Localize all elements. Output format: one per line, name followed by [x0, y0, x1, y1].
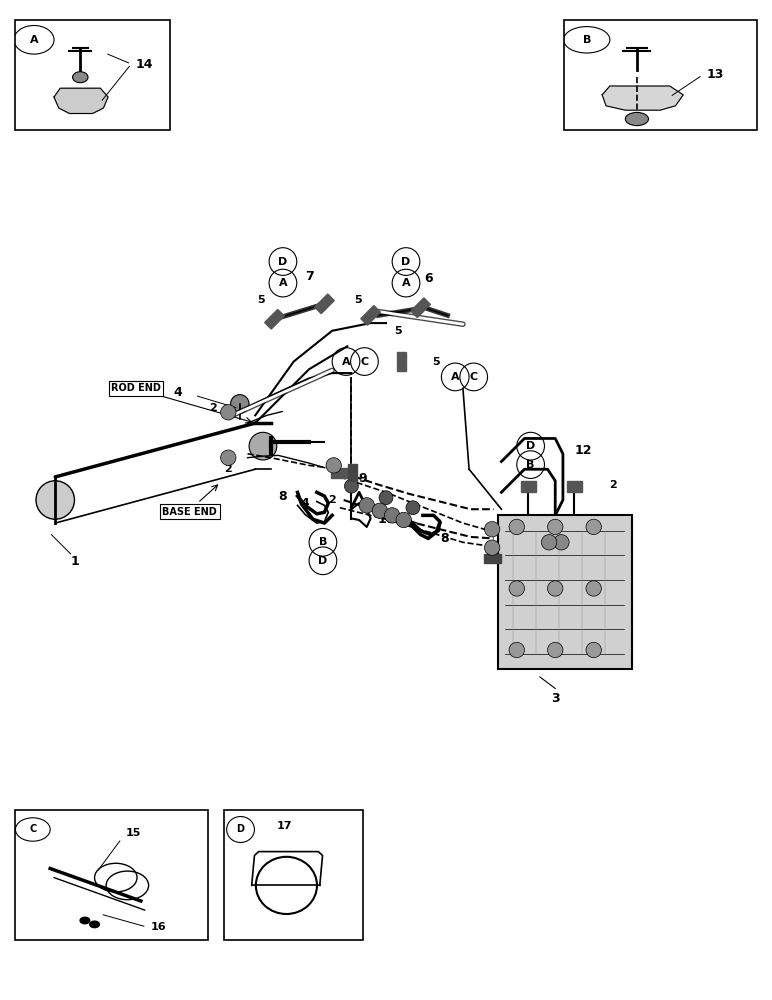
Text: D: D — [318, 556, 327, 566]
Text: B: B — [319, 537, 327, 547]
Text: 2: 2 — [543, 580, 551, 590]
Circle shape — [372, 503, 388, 518]
Text: 6: 6 — [424, 272, 432, 285]
Text: A: A — [279, 278, 287, 288]
Text: 1: 1 — [70, 555, 80, 568]
Circle shape — [36, 481, 74, 519]
Text: 2: 2 — [209, 403, 217, 413]
Circle shape — [379, 491, 393, 505]
Bar — [567, 481, 582, 492]
Text: 4: 4 — [174, 386, 182, 399]
Circle shape — [90, 921, 100, 928]
Circle shape — [221, 450, 236, 465]
Circle shape — [509, 642, 524, 658]
Bar — [315, 294, 334, 314]
Text: 17: 17 — [276, 821, 292, 831]
Text: A: A — [29, 35, 39, 45]
Text: A: A — [401, 278, 410, 288]
Circle shape — [80, 917, 90, 924]
Bar — [347, 464, 357, 481]
Circle shape — [221, 405, 236, 420]
Polygon shape — [602, 86, 683, 110]
Text: 2: 2 — [328, 495, 336, 505]
Text: D: D — [401, 257, 411, 267]
Text: 16: 16 — [151, 922, 166, 932]
Text: 4: 4 — [301, 497, 310, 510]
Text: BASE END: BASE END — [162, 507, 217, 517]
Text: 8: 8 — [440, 532, 449, 545]
Circle shape — [406, 501, 420, 515]
Text: 13: 13 — [706, 68, 724, 82]
Text: 8: 8 — [278, 490, 286, 503]
Circle shape — [384, 508, 400, 523]
Circle shape — [541, 535, 557, 550]
Bar — [497, 515, 632, 669]
Text: D: D — [526, 441, 535, 451]
Circle shape — [547, 519, 563, 535]
Circle shape — [547, 642, 563, 658]
Text: C: C — [361, 357, 368, 367]
Circle shape — [73, 72, 88, 83]
Text: A: A — [342, 357, 350, 367]
Text: 7: 7 — [305, 270, 313, 283]
Text: 2: 2 — [520, 533, 528, 543]
Circle shape — [586, 642, 601, 658]
Circle shape — [249, 432, 277, 460]
Text: 12: 12 — [574, 444, 592, 457]
Text: C: C — [29, 824, 36, 834]
Bar — [361, 306, 381, 325]
Circle shape — [485, 522, 499, 537]
Text: 3: 3 — [551, 692, 560, 705]
Circle shape — [625, 112, 648, 126]
Text: 15: 15 — [125, 828, 141, 838]
Text: C: C — [469, 372, 478, 382]
Text: D: D — [278, 257, 287, 267]
Circle shape — [326, 458, 341, 473]
Text: 5: 5 — [258, 295, 266, 305]
Text: 5: 5 — [330, 464, 337, 474]
Circle shape — [586, 519, 601, 535]
Circle shape — [396, 512, 411, 528]
Text: ROD END: ROD END — [111, 383, 161, 393]
Circle shape — [586, 581, 601, 596]
Circle shape — [554, 535, 569, 550]
Circle shape — [485, 540, 499, 555]
Text: 11: 11 — [483, 547, 501, 560]
Text: D: D — [236, 824, 245, 834]
Bar — [411, 298, 431, 317]
Polygon shape — [54, 88, 108, 113]
Circle shape — [344, 479, 358, 493]
Bar — [485, 554, 501, 563]
Bar — [330, 468, 349, 478]
Circle shape — [231, 395, 249, 413]
Bar — [397, 352, 406, 371]
Text: 2: 2 — [609, 480, 617, 490]
Text: 5: 5 — [354, 295, 361, 305]
Text: B: B — [527, 460, 535, 470]
Text: 2: 2 — [225, 464, 232, 474]
Bar — [520, 481, 536, 492]
Text: 5: 5 — [432, 357, 440, 367]
Circle shape — [547, 581, 563, 596]
Circle shape — [509, 581, 524, 596]
Text: 5: 5 — [394, 326, 401, 336]
Circle shape — [359, 498, 374, 513]
Text: B: B — [583, 35, 591, 45]
Text: 14: 14 — [136, 57, 154, 70]
Text: 9: 9 — [359, 472, 367, 485]
Text: A: A — [451, 372, 459, 382]
Bar — [265, 309, 284, 329]
Circle shape — [509, 519, 524, 535]
Text: 10: 10 — [378, 513, 394, 526]
